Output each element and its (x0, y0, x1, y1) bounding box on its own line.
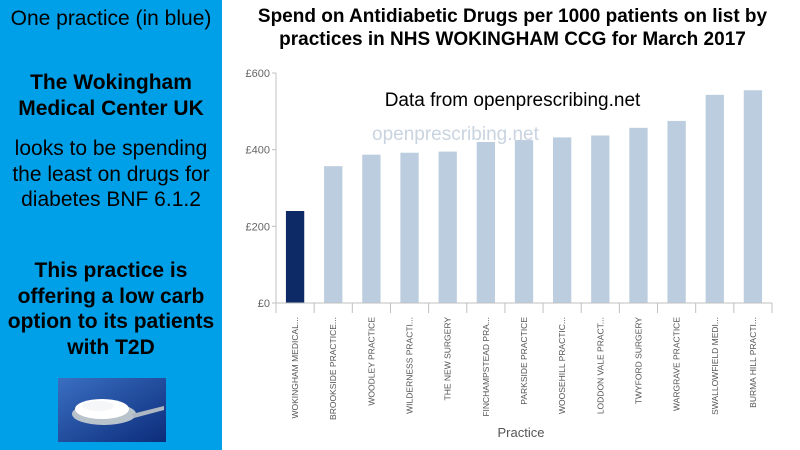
y-tick-label: £200 (246, 221, 270, 233)
sugar-spoon-icon (58, 378, 166, 442)
y-tick-label: £400 (246, 145, 270, 157)
y-tick-label: £600 (246, 68, 270, 80)
x-tick-label: SWALLOWFIELD MEDI... (710, 317, 720, 415)
bar-9 (591, 135, 610, 303)
x-axis-title: Practice (498, 425, 545, 440)
x-tick-label: BROOKSIDE PRACTICE... (328, 317, 338, 420)
y-axis: £0 £200 £400 £600 (246, 68, 277, 310)
spending-text: looks to be spending the least on drugs … (12, 137, 210, 212)
bar-6 (476, 142, 496, 303)
x-tick-label: THE NEW SURGERY (443, 317, 453, 401)
bar-8 (552, 137, 572, 303)
x-tick-label: WILDERNESS PRACTI... (405, 317, 415, 414)
x-axis: WOKINGHAM MEDICAL... BROOKSIDE PRACTICE..… (275, 302, 773, 420)
watermark: openprescribing.net (372, 124, 539, 145)
chart-title: Spend on Antidiabetic Drugs per 1000 pat… (257, 6, 768, 50)
x-tick-label: PARKSIDE PRACTICE (519, 317, 529, 405)
intro-text: One practice (in blue) (10, 7, 212, 30)
x-tick-label: FINCHAMPSTEAD PRA... (481, 317, 491, 417)
bar-2 (324, 166, 343, 303)
bar-13 (743, 90, 763, 303)
bar-10 (629, 127, 648, 303)
bar-4 (400, 152, 419, 303)
bar-7 (514, 140, 534, 303)
x-tick-label: WOODLEY PRACTICE (366, 317, 376, 406)
bar-12 (705, 94, 724, 303)
bar-5 (438, 151, 457, 303)
chart-subtitle: Data from openprescribing.net (384, 90, 641, 111)
bar-11 (667, 120, 686, 304)
x-tick-label: LODDON VALE PRACT... (595, 317, 605, 414)
x-tick-label: WOKINGHAM MEDICAL... (290, 317, 300, 419)
low-carb-text: This practice is offering a low carb opt… (7, 259, 215, 359)
left-panel: One practice (in blue) The Wokingham Med… (0, 0, 222, 450)
x-tick-label: TWYFORD SURGERY (633, 317, 643, 405)
bars (285, 90, 763, 304)
y-tick-label: £0 (258, 298, 270, 310)
x-tick-label: WARGRAVE PRACTICE (672, 317, 682, 411)
bar-3 (362, 154, 381, 303)
x-tick-label: BURMA HILL PRACTI... (748, 317, 758, 408)
x-tick-label: WOOSEHILL PRACTIC... (557, 317, 567, 414)
bar-1 (285, 211, 305, 303)
practice-name: The Wokingham Medical Center UK (18, 71, 204, 120)
